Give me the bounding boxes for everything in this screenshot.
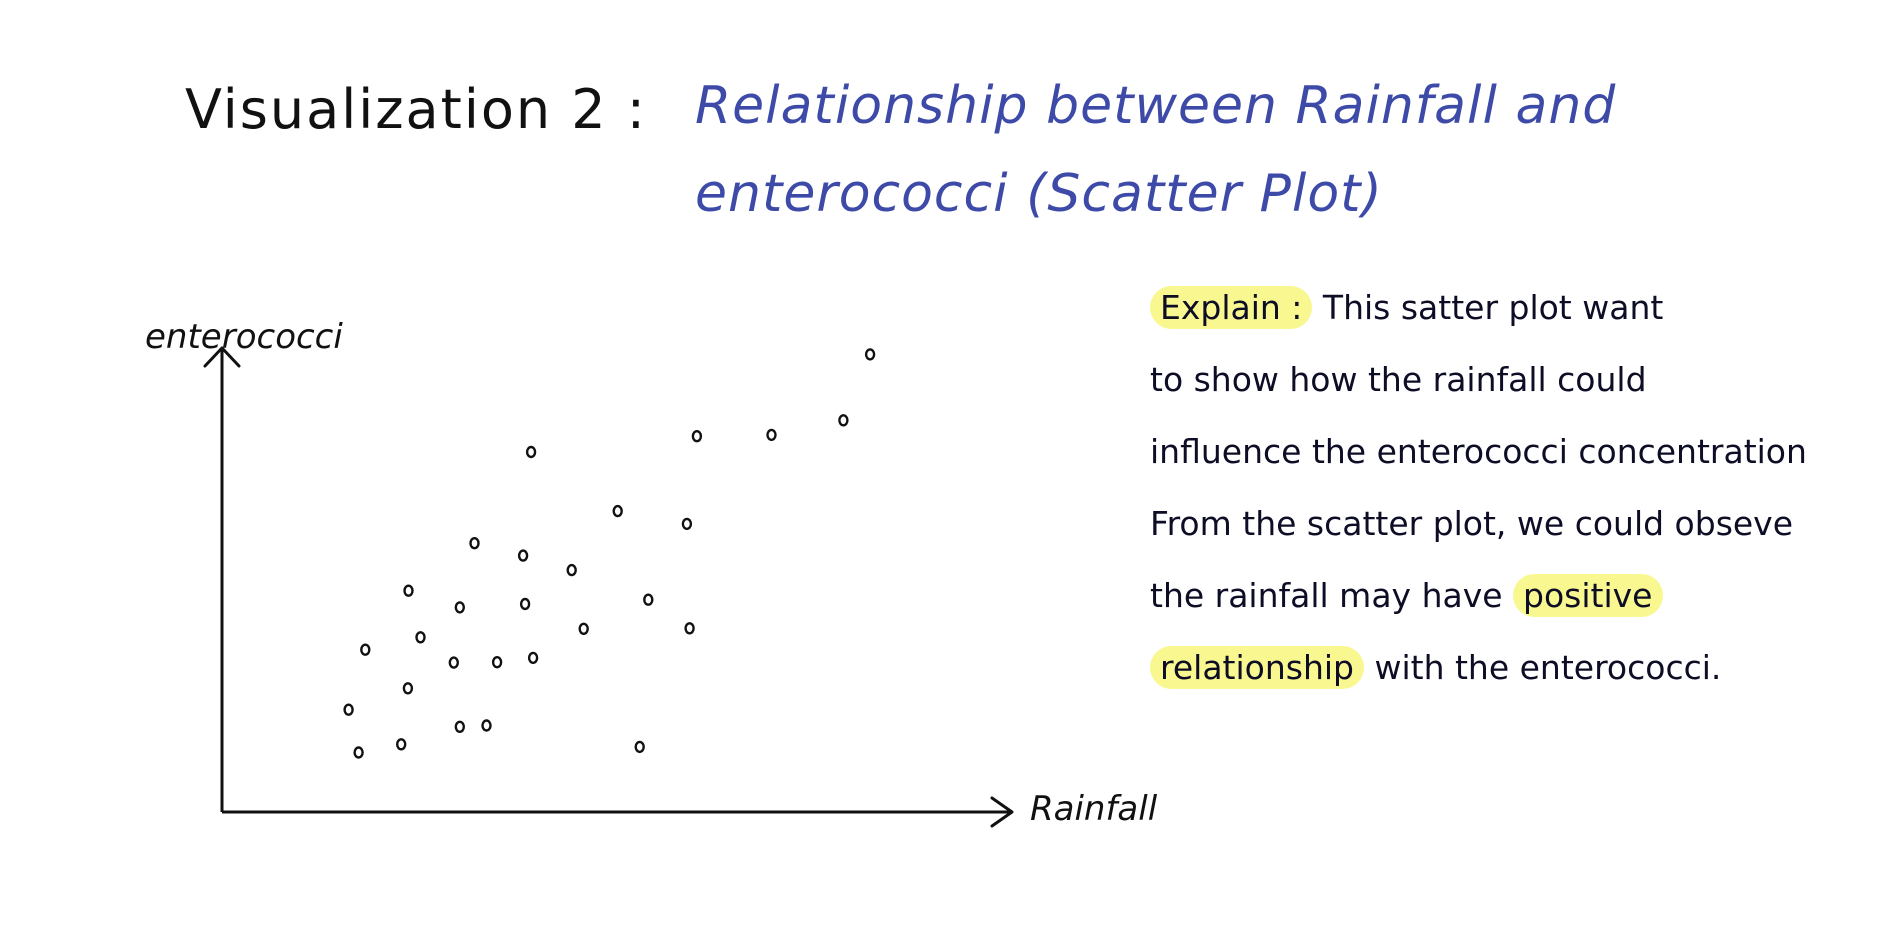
positive-highlight: positive (1513, 574, 1663, 617)
scatter-point (396, 738, 407, 751)
explain-line-6: relationship with the enterococci. (1150, 632, 1750, 704)
chart-heading: Relationship between Rainfall and entero… (695, 62, 1655, 238)
data-points (343, 348, 876, 759)
scatter-point (448, 656, 459, 669)
x-axis-arrowhead (990, 796, 1014, 828)
scatter-point (343, 703, 354, 716)
explain-line-5-text: the rainfall may have (1150, 576, 1503, 615)
scatter-point (838, 414, 849, 427)
scatter-point (527, 651, 539, 665)
explain-line-1-text: This satter plot want (1322, 288, 1664, 327)
relationship-highlight: relationship (1150, 646, 1364, 689)
y-axis (203, 346, 241, 812)
y-axis-arrowhead (203, 346, 241, 368)
scatter-point (481, 719, 492, 732)
x-axis-label: Rainfall (1030, 789, 1158, 829)
scatter-point (566, 563, 577, 577)
heading-title-line-1: Relationship between Rainfall and (695, 76, 1617, 136)
scatter-point (517, 549, 529, 562)
scatter-point (360, 643, 371, 656)
scatter-point (643, 593, 654, 606)
explain-lead-highlight: Explain : (1150, 286, 1313, 329)
scatter-point (525, 445, 537, 459)
scatter-point (403, 584, 414, 597)
scatter-point (454, 601, 465, 614)
explain-line-1: Explain : This satter plot want (1150, 272, 1750, 344)
scatter-point (353, 746, 364, 759)
explain-line-6-text: with the enterococci. (1374, 648, 1722, 687)
explain-line-3: influence the enterococci concentration (1150, 432, 1807, 471)
y-axis-label: enterococci (145, 317, 343, 357)
explain-line-2: to show how the rainfall could (1150, 360, 1647, 399)
scatter-point (491, 656, 503, 669)
x-axis (222, 796, 1014, 828)
scatter-point (612, 504, 623, 518)
explain-line-4: From the scatter plot, we could obseve (1150, 504, 1794, 543)
scatter-point (402, 682, 414, 695)
scatter-point (766, 428, 777, 442)
explanation-note: Explain : This satter plot want to show … (1150, 272, 1807, 704)
scatter-point (415, 631, 426, 644)
scatter-point (864, 348, 876, 361)
scatter-point (691, 430, 703, 443)
scatter-point (684, 622, 695, 635)
scatter-point (578, 622, 589, 635)
explain-line-5: the rainfall may have positive (1150, 560, 1750, 632)
scatter-point (634, 740, 645, 754)
scatter-point (681, 517, 693, 531)
heading-label: Visualization 2 : (185, 78, 647, 141)
heading-title-line-2: enterococci (Scatter Plot) (695, 164, 1383, 224)
scatter-point (454, 720, 465, 733)
scatter-point (519, 597, 531, 611)
scatter-point (469, 537, 480, 550)
